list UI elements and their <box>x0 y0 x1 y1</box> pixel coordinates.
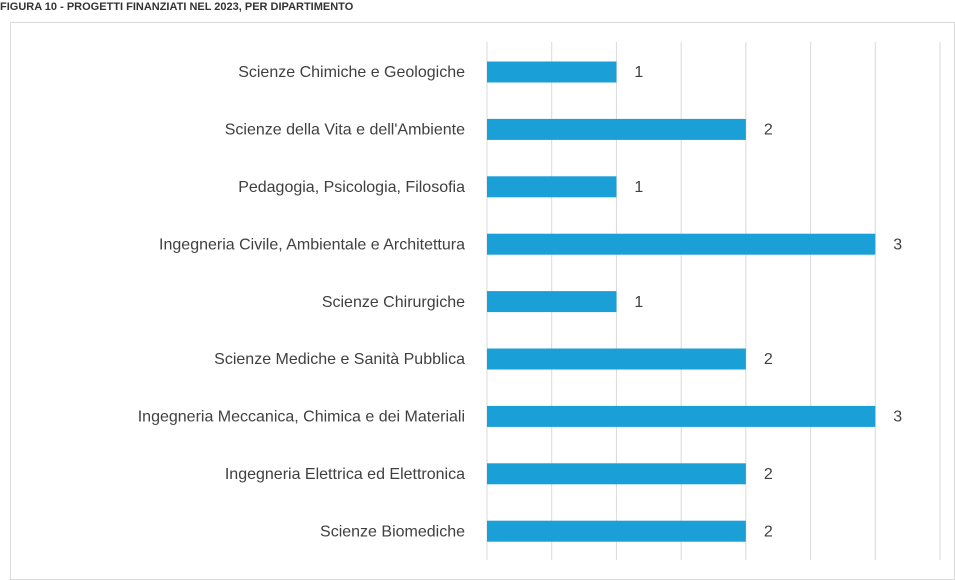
bar <box>487 118 746 140</box>
y-tick-label: Pedagogia, Psicologia, Filosofia <box>238 179 465 196</box>
y-tick-label: Scienze Biomediche <box>320 523 465 540</box>
data-label: 1 <box>634 294 643 311</box>
bar <box>487 176 617 198</box>
y-tick-label: Scienze della Vita e dell'Ambiente <box>225 122 465 139</box>
y-tick-label: Ingegneria Civile, Ambientale e Architet… <box>159 236 465 253</box>
bar <box>487 463 746 485</box>
bar <box>487 348 746 370</box>
bar <box>487 520 746 542</box>
chart-title: FIGURA 10 - PROGETTI FINANZIATI NEL 2023… <box>0 1 354 13</box>
y-tick-label: Ingegneria Meccanica, Chimica e dei Mate… <box>138 409 465 426</box>
bar <box>487 405 876 427</box>
bar <box>487 61 617 83</box>
data-label: 1 <box>634 64 643 81</box>
chart-frame <box>10 22 955 580</box>
bar <box>487 291 617 313</box>
y-tick-label: Scienze Mediche e Sanità Pubblica <box>214 351 465 368</box>
data-label: 2 <box>764 122 773 139</box>
y-tick-label: Scienze Chirurgiche <box>322 294 465 311</box>
data-label: 2 <box>764 466 773 483</box>
y-tick-label: Scienze Chimiche e Geologiche <box>238 64 465 81</box>
data-label: 2 <box>764 351 773 368</box>
data-label: 2 <box>764 523 773 540</box>
data-label: 3 <box>893 236 902 253</box>
data-label: 3 <box>893 409 902 426</box>
data-label: 1 <box>634 179 643 196</box>
bar <box>487 233 876 255</box>
y-tick-label: Ingegneria Elettrica ed Elettronica <box>225 466 465 483</box>
